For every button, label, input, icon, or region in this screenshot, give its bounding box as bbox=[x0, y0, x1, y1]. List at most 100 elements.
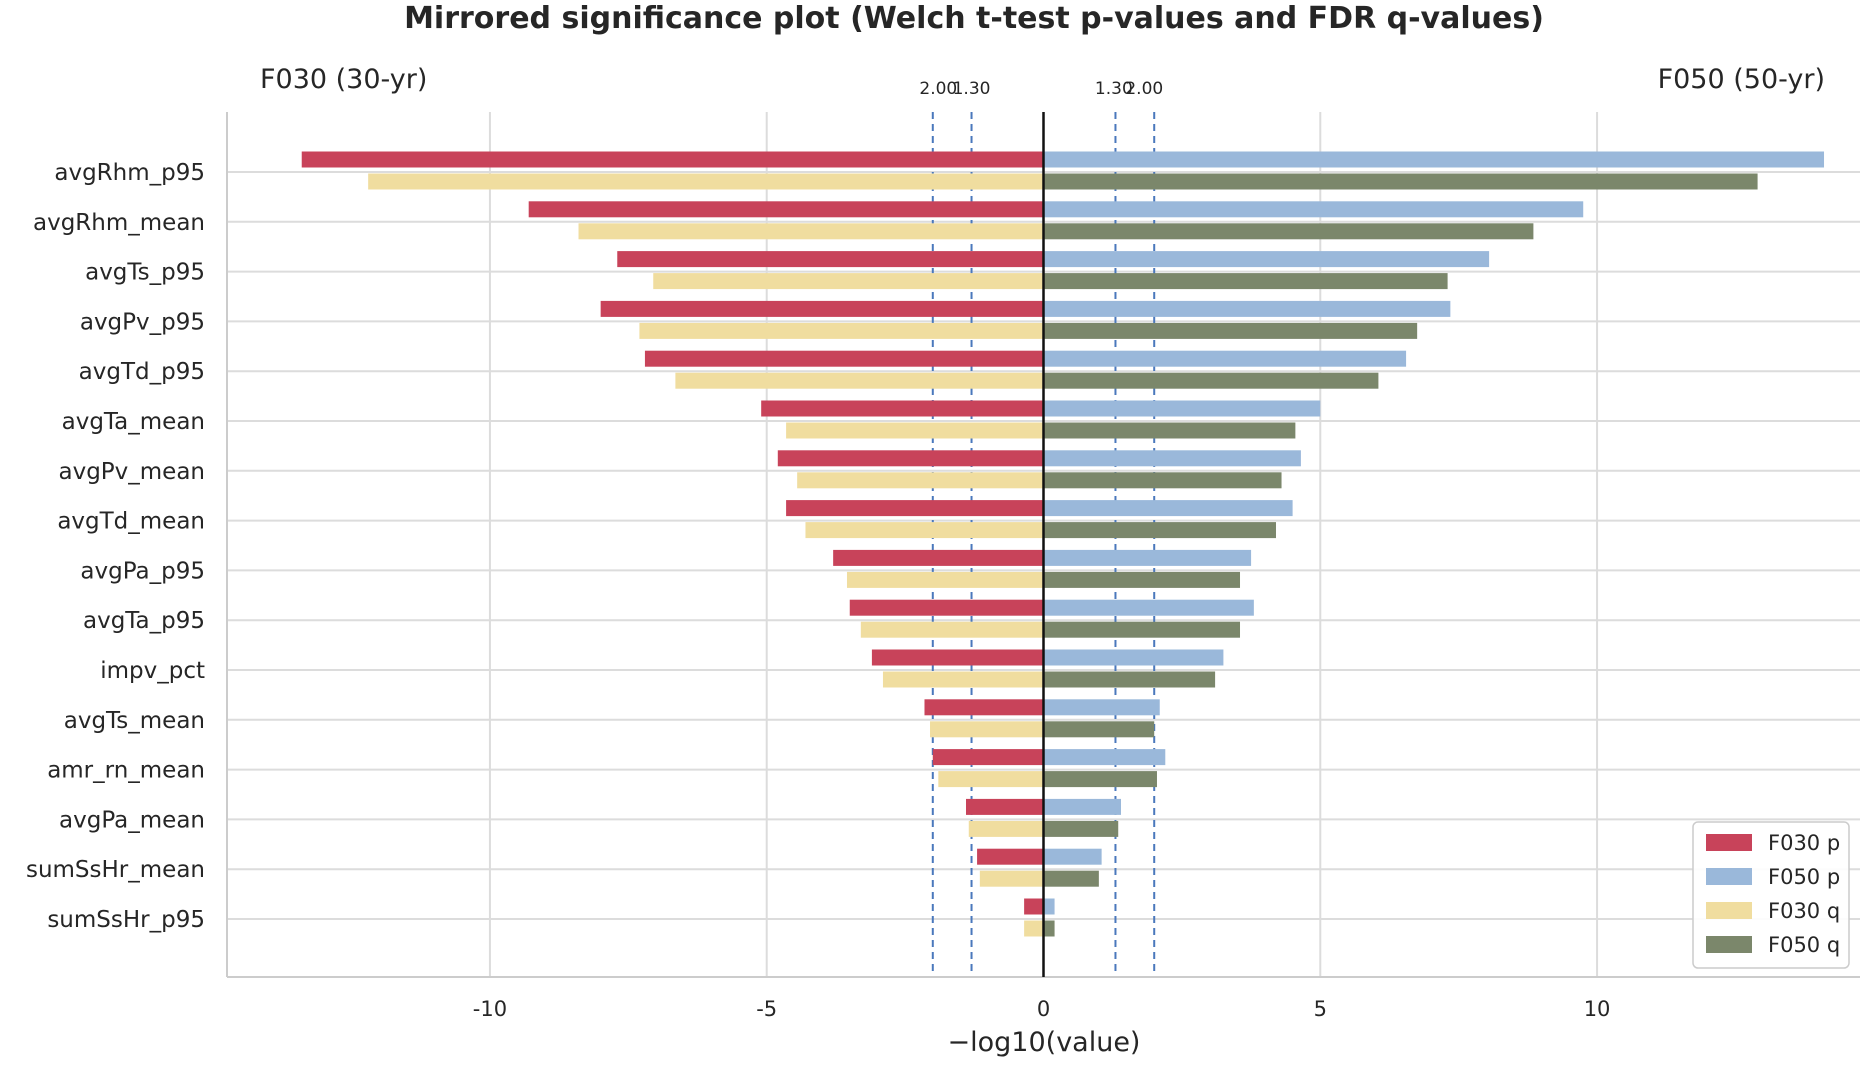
bar-f030-q bbox=[968, 820, 1044, 837]
bar-f030-q bbox=[797, 472, 1044, 489]
y-tick-label: avgPv_p95 bbox=[80, 309, 205, 335]
legend-box bbox=[1692, 821, 1850, 969]
bar-f030-p bbox=[301, 151, 1044, 168]
bar-f050-q bbox=[1043, 322, 1418, 339]
x-tick-label: -10 bbox=[473, 997, 507, 1021]
bar-f030-q bbox=[653, 273, 1044, 290]
right-panel-header: F050 (50-yr) bbox=[1658, 64, 1825, 95]
legend-label: F030 q bbox=[1768, 899, 1840, 923]
y-tick-label: avgTd_mean bbox=[57, 509, 205, 535]
bar-f030-p bbox=[932, 749, 1044, 766]
bar-f030-p bbox=[617, 251, 1044, 268]
bar-f050-q bbox=[1043, 472, 1282, 489]
bar-f050-q bbox=[1043, 273, 1448, 290]
y-tick-label: avgRhm_p95 bbox=[54, 160, 205, 186]
bar-f030-q bbox=[578, 223, 1044, 240]
x-axis-label: −log10(value) bbox=[948, 1027, 1141, 1058]
axes bbox=[226, 112, 1860, 978]
axis-labels: -10 -5 0 5 10 avgRhm_p95 avgRhm_mean avgTs_p95a… bbox=[26, 160, 1610, 1021]
y-tick-label: amr_rn_mean bbox=[47, 758, 205, 784]
chart-title: Mirrored significance plot (Welch t-test… bbox=[404, 1, 1544, 36]
bars bbox=[301, 151, 1825, 937]
left-panel-header: F030 (30-yr) bbox=[260, 64, 427, 95]
bar-f030-p bbox=[1024, 898, 1044, 915]
y-tick-label: avgRhm_mean bbox=[33, 210, 205, 236]
bar-f030-q bbox=[786, 422, 1044, 439]
bar-f050-p bbox=[1043, 798, 1121, 815]
bar-f050-q bbox=[1043, 372, 1379, 389]
y-tick-label: avgTd_p95 bbox=[79, 359, 205, 385]
bar-f030-q bbox=[1024, 920, 1044, 937]
bar-f050-p bbox=[1043, 151, 1825, 168]
bar-f030-p bbox=[833, 549, 1044, 566]
bar-f030-p bbox=[849, 599, 1044, 616]
y-tick-label: avgTa_mean bbox=[62, 409, 205, 435]
bar-f050-p bbox=[1043, 649, 1224, 666]
y-tick-label: avgTs_p95 bbox=[85, 260, 205, 286]
legend-swatch bbox=[1706, 834, 1752, 851]
y-tick-label: avgPa_mean bbox=[59, 807, 205, 833]
bar-f030-q bbox=[882, 671, 1044, 688]
x-tick-label: 5 bbox=[1314, 997, 1327, 1021]
bar-f030-p bbox=[966, 798, 1044, 815]
bar-f030-q bbox=[639, 322, 1044, 339]
y-tick-label: avgPv_mean bbox=[58, 459, 205, 485]
bar-f050-q bbox=[1043, 820, 1119, 837]
bar-f030-q bbox=[979, 870, 1044, 887]
legend-swatch bbox=[1706, 868, 1752, 885]
bar-f030-p bbox=[871, 649, 1044, 666]
y-tick-label: impv_pct bbox=[100, 658, 205, 684]
bar-f030-p bbox=[528, 201, 1044, 218]
bar-f050-p bbox=[1043, 500, 1293, 517]
bar-f050-q bbox=[1043, 920, 1055, 937]
bar-f050-q bbox=[1043, 621, 1241, 638]
bar-f030-p bbox=[786, 500, 1044, 517]
bar-f050-q bbox=[1043, 422, 1296, 439]
bar-f050-q bbox=[1043, 870, 1099, 887]
bar-f030-p bbox=[644, 350, 1044, 367]
threshold-label-right: 1.302.00 bbox=[1095, 79, 1163, 99]
y-tick-label: sumSsHr_p95 bbox=[47, 907, 205, 933]
bar-f050-p bbox=[1043, 300, 1451, 317]
legend-label: F030 p bbox=[1768, 831, 1840, 855]
bar-f050-p bbox=[1043, 699, 1160, 716]
bar-f050-p bbox=[1043, 350, 1407, 367]
x-tick-label: -5 bbox=[756, 997, 777, 1021]
bar-f030-q bbox=[846, 571, 1044, 588]
bar-f050-q bbox=[1043, 173, 1758, 190]
bar-f030-q bbox=[675, 372, 1044, 389]
bar-f030-q bbox=[930, 721, 1044, 738]
legend-label: F050 q bbox=[1768, 933, 1840, 957]
bar-f030-q bbox=[860, 621, 1044, 638]
legend: F030 p F050 p F030 q F050 q bbox=[1692, 821, 1850, 969]
bar-f050-p bbox=[1043, 898, 1055, 915]
bar-f050-p bbox=[1043, 599, 1254, 616]
legend-label: F050 p bbox=[1768, 865, 1840, 889]
bar-f030-p bbox=[600, 300, 1044, 317]
legend-swatch bbox=[1706, 902, 1752, 919]
bar-f050-p bbox=[1043, 749, 1166, 766]
bar-f050-p bbox=[1043, 201, 1584, 218]
y-tick-label: sumSsHr_mean bbox=[26, 857, 205, 883]
bar-f050-p bbox=[1043, 400, 1321, 417]
bar-f050-q bbox=[1043, 223, 1534, 240]
bar-f050-q bbox=[1043, 571, 1241, 588]
bar-f050-p bbox=[1043, 450, 1301, 467]
y-tick-label: avgTs_mean bbox=[64, 708, 205, 734]
y-tick-label: avgTa_p95 bbox=[83, 608, 205, 634]
bar-f030-p bbox=[924, 699, 1044, 716]
bar-f050-q bbox=[1043, 671, 1216, 688]
bar-f030-q bbox=[368, 173, 1044, 190]
x-tick-label: 10 bbox=[1584, 997, 1611, 1021]
bar-f050-p bbox=[1043, 251, 1490, 268]
threshold-label-left: 2.001.30 bbox=[919, 79, 990, 99]
x-tick-label: 0 bbox=[1037, 997, 1050, 1021]
bar-f050-q bbox=[1043, 721, 1155, 738]
bar-f030-q bbox=[805, 522, 1044, 539]
legend-swatch bbox=[1706, 936, 1752, 953]
bar-f030-q bbox=[938, 771, 1044, 788]
bar-f050-p bbox=[1043, 848, 1102, 865]
bar-f050-q bbox=[1043, 522, 1276, 539]
bar-f050-q bbox=[1043, 771, 1157, 788]
